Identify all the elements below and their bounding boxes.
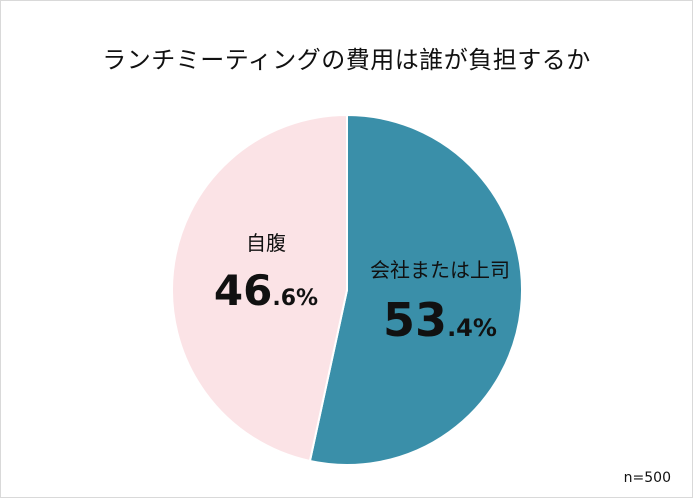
pie-slice-1	[308, 113, 523, 466]
slice-value-1: 53.4%	[383, 293, 497, 347]
pie-slice-2	[171, 113, 348, 463]
slice-label-2: 自腹	[246, 231, 286, 255]
sample-size-note: n=500	[623, 470, 671, 486]
pie-labels: 会社または上司 53.4% 自腹 46.6%	[214, 231, 510, 347]
chart-title: ランチミーティングの費用は誰が負担するか	[102, 46, 591, 74]
pie-slices	[171, 113, 523, 466]
slice-label-1: 会社または上司	[370, 258, 510, 282]
slice-value-2: 46.6%	[214, 266, 318, 315]
